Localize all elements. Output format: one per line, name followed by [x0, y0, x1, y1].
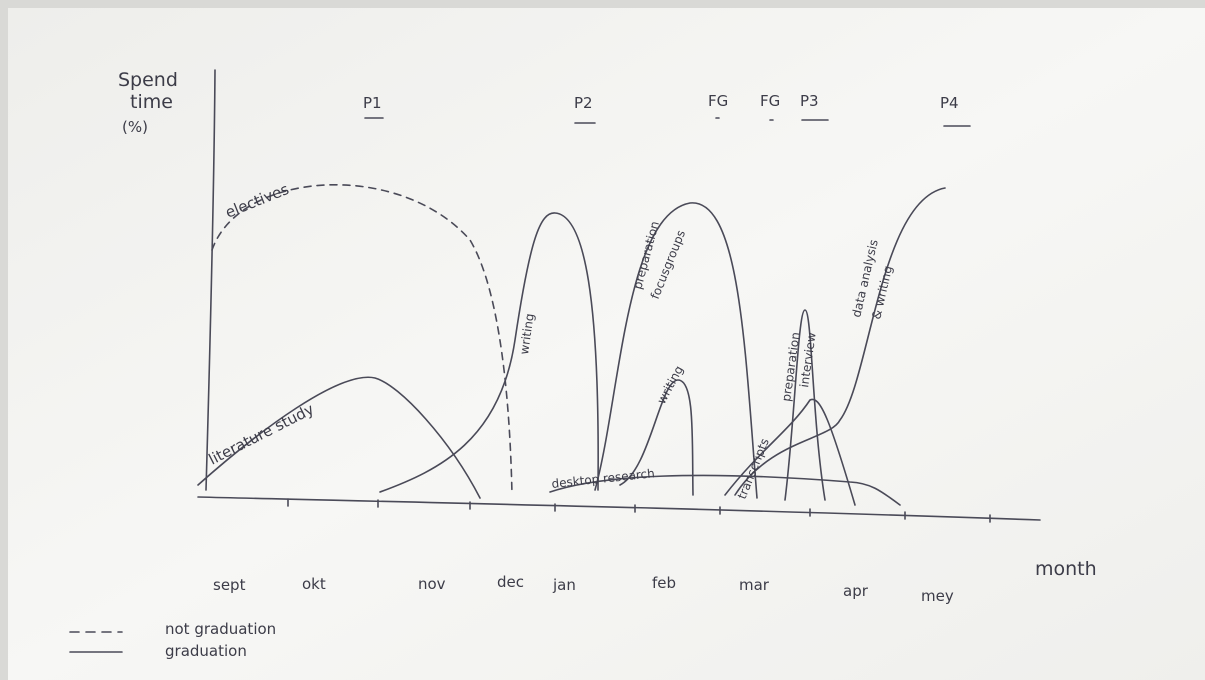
month-label: dec: [497, 573, 524, 591]
milestone: FG: [708, 92, 728, 110]
month-label: nov: [418, 575, 446, 593]
milestone: FG: [760, 92, 780, 110]
x-ticks: [287, 498, 991, 523]
month-label: jan: [552, 576, 576, 594]
milestone: P4: [940, 94, 959, 112]
interview-curve: [784, 309, 826, 501]
milestones: P1 P2 FG FG P3 P4: [363, 92, 971, 127]
month-labels: sept okt nov dec jan feb mar apr mey: [213, 573, 954, 605]
y-axis: [205, 69, 216, 491]
milestone: P1: [363, 94, 382, 112]
month-label: mar: [739, 576, 770, 594]
legend-label: graduation: [165, 642, 247, 660]
x-axis: [197, 496, 1041, 521]
paper: [8, 8, 1205, 680]
milestone: P2: [574, 94, 593, 112]
electives-curve: [211, 183, 513, 496]
writing2-curve: [619, 379, 694, 496]
curve-label: writing: [517, 313, 537, 356]
analysis-curve: [734, 187, 946, 496]
focusgroups-curve: [594, 202, 758, 499]
legend-label: not graduation: [165, 620, 276, 638]
month-label: feb: [652, 574, 676, 592]
writing-curve: [379, 212, 599, 493]
month-label: sept: [213, 576, 246, 594]
y-label: time: [130, 91, 173, 113]
month-label: okt: [302, 575, 326, 593]
milestone: P3: [800, 92, 819, 110]
y-label: Spend: [118, 69, 178, 91]
month-label: mey: [921, 587, 954, 605]
transcripts-curve: [724, 398, 856, 506]
desktop-curve: [549, 474, 901, 506]
month-label: apr: [843, 582, 869, 600]
literature-curve: [197, 376, 481, 499]
y-label: (%): [122, 118, 148, 136]
x-label: month: [1035, 558, 1097, 580]
